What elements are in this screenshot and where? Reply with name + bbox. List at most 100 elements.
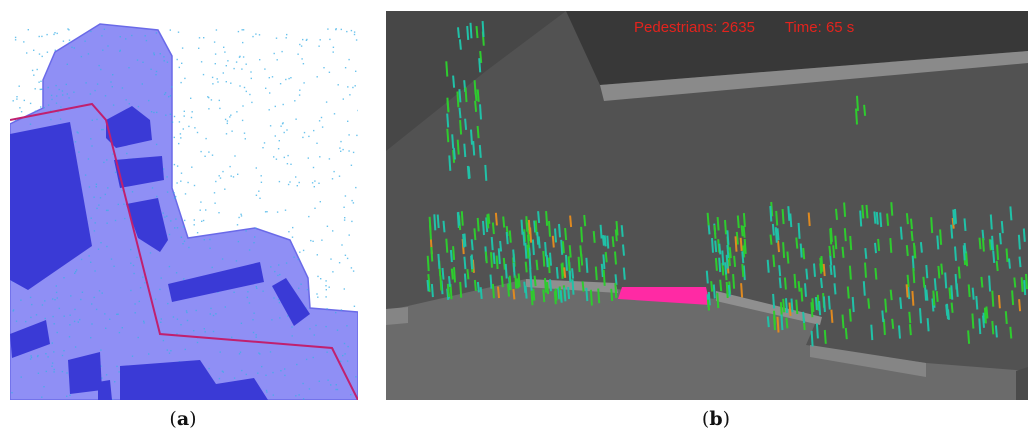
pedestrian-dot <box>224 306 226 308</box>
pedestrian-dot <box>113 265 115 267</box>
pedestrian-dot <box>245 90 247 93</box>
pedestrian-dot <box>210 307 212 310</box>
pedestrian <box>1023 280 1027 296</box>
pedestrian <box>490 252 493 268</box>
pedestrian-dot <box>12 100 14 102</box>
pedestrian-dot <box>277 148 280 150</box>
pedestrian-dot <box>262 147 264 149</box>
pedestrian-dot <box>31 69 34 72</box>
pedestrian-dot <box>294 100 296 102</box>
pedestrian <box>884 298 888 313</box>
pedestrian-dot <box>270 266 272 268</box>
pedestrian-dot <box>212 314 215 317</box>
pedestrian <box>508 230 512 243</box>
pedestrian-dot <box>196 341 199 344</box>
pedestrian <box>848 308 852 322</box>
pedestrian-dot <box>352 151 355 154</box>
pedestrian-dot <box>239 85 241 87</box>
pedestrian-dot <box>215 180 217 183</box>
pedestrian-dot <box>291 335 293 337</box>
pedestrian <box>571 268 575 279</box>
pedestrian <box>787 206 791 221</box>
pedestrian-dot <box>12 309 15 311</box>
pedestrian-dot <box>258 190 260 192</box>
pedestrian-dot <box>101 128 103 131</box>
pedestrian <box>810 302 814 318</box>
pedestrian-dot <box>133 272 135 275</box>
pedestrian <box>988 275 992 292</box>
pedestrian-dot <box>68 29 70 31</box>
pedestrian-dot <box>353 305 356 307</box>
pedestrian-dot <box>73 320 76 323</box>
pedestrian-dot <box>256 287 258 289</box>
pedestrian-dot <box>353 31 356 33</box>
pedestrian-dot <box>14 119 17 121</box>
pedestrian-dot <box>117 203 119 206</box>
pedestrian-dot <box>109 318 111 320</box>
pedestrian <box>834 235 838 250</box>
caption-open: ( <box>701 408 710 430</box>
pedestrian <box>776 228 780 241</box>
pedestrian <box>474 88 478 101</box>
pedestrian-dot <box>332 46 335 48</box>
pedestrian <box>439 275 443 291</box>
pedestrian-dot <box>103 161 105 164</box>
pedestrian-dot <box>55 291 58 294</box>
pedestrian-dot <box>295 395 297 397</box>
pedestrian-dot <box>302 38 304 41</box>
pedestrian <box>978 318 982 335</box>
pedestrian <box>600 263 604 278</box>
pedestrian-dot <box>80 298 82 301</box>
pedestrian-dot <box>297 53 299 55</box>
pedestrian-dot <box>251 101 253 104</box>
pedestrian <box>742 245 746 258</box>
pedestrian-dot <box>210 99 213 101</box>
pedestrian <box>491 222 495 235</box>
pedestrian-dot <box>114 381 116 383</box>
pedestrian-dot <box>224 188 226 190</box>
pedestrian <box>823 329 827 344</box>
pedestrian-dot <box>249 93 251 96</box>
pedestrian-dot <box>203 239 205 241</box>
pedestrian-dot <box>214 53 217 55</box>
pedestrian <box>462 233 466 248</box>
pedestrian <box>705 270 709 284</box>
pedestrian <box>841 314 845 329</box>
pedestrian-dot <box>84 40 86 42</box>
pedestrian-dot <box>173 136 175 139</box>
pedestrian-dot <box>198 37 201 39</box>
pedestrian <box>486 214 490 229</box>
pedestrian-dot <box>100 349 102 351</box>
pedestrian <box>458 89 462 103</box>
pedestrian-dot <box>272 371 274 374</box>
pedestrian <box>813 263 816 277</box>
building <box>68 352 102 394</box>
pedestrian-dot <box>344 195 347 197</box>
pedestrian <box>622 267 626 280</box>
pedestrian-dot <box>100 242 102 244</box>
pedestrian-dot <box>93 296 95 299</box>
pedestrian-dot <box>259 353 261 355</box>
pedestrian-dot <box>155 143 158 146</box>
pedestrian-dot <box>106 222 108 224</box>
pedestrian-dot <box>238 216 240 219</box>
pedestrian <box>877 238 881 251</box>
pedestrian-dot <box>155 32 158 34</box>
pedestrian-dot <box>56 297 58 299</box>
pedestrian <box>577 256 581 273</box>
pedestrian-dot <box>121 87 124 89</box>
pedestrian <box>782 242 786 258</box>
pedestrian-dot <box>56 95 58 97</box>
pedestrian-dot <box>350 267 353 269</box>
pedestrian-dot <box>11 392 13 394</box>
pedestrian <box>473 228 477 241</box>
pedestrian-dot <box>230 82 232 84</box>
pedestrian <box>933 278 937 291</box>
pedestrian-dot <box>96 207 98 210</box>
pedestrian-dot <box>196 232 199 234</box>
pedestrian-dot <box>236 224 239 226</box>
pedestrian-dot <box>321 126 324 128</box>
pedestrian <box>478 58 482 73</box>
pedestrian-dot <box>40 80 42 82</box>
pedestrian-dot <box>266 391 268 393</box>
